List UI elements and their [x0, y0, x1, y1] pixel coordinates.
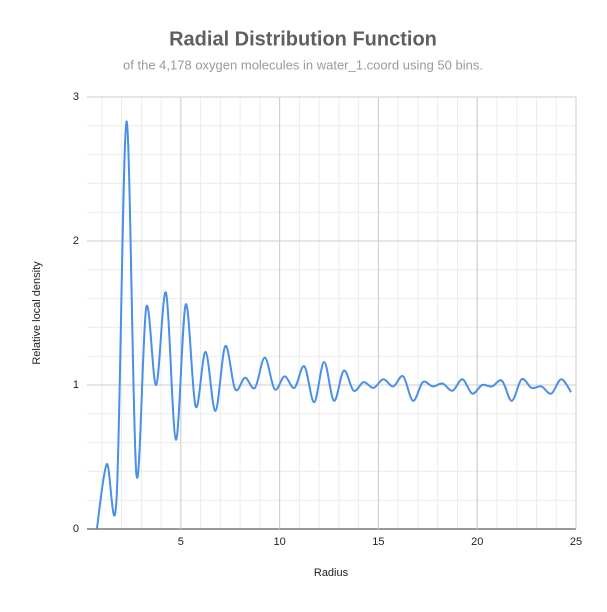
x-tick-label: 15	[372, 536, 384, 548]
y-tick-label: 0	[73, 523, 79, 535]
line-series	[95, 120, 572, 530]
chart-subtitle: of the 4,178 oxygen molecules in water_1…	[123, 57, 483, 72]
y-tick-label: 3	[73, 91, 79, 103]
chart-title: Radial Distribution Function	[169, 28, 437, 50]
x-tick-label: 20	[471, 536, 483, 548]
y-tick-label: 1	[73, 379, 79, 391]
x-axis-title: Radius	[314, 567, 349, 579]
y-tick-label: 2	[73, 235, 79, 247]
plot	[95, 120, 572, 530]
grid: 0 1 2 3 5 10 15 20 25	[73, 91, 582, 548]
x-tick-label: 5	[178, 536, 184, 548]
x-tick-label: 10	[274, 536, 286, 548]
y-axis-title: Relative local density	[31, 261, 43, 365]
x-tick-label: 25	[570, 536, 582, 548]
